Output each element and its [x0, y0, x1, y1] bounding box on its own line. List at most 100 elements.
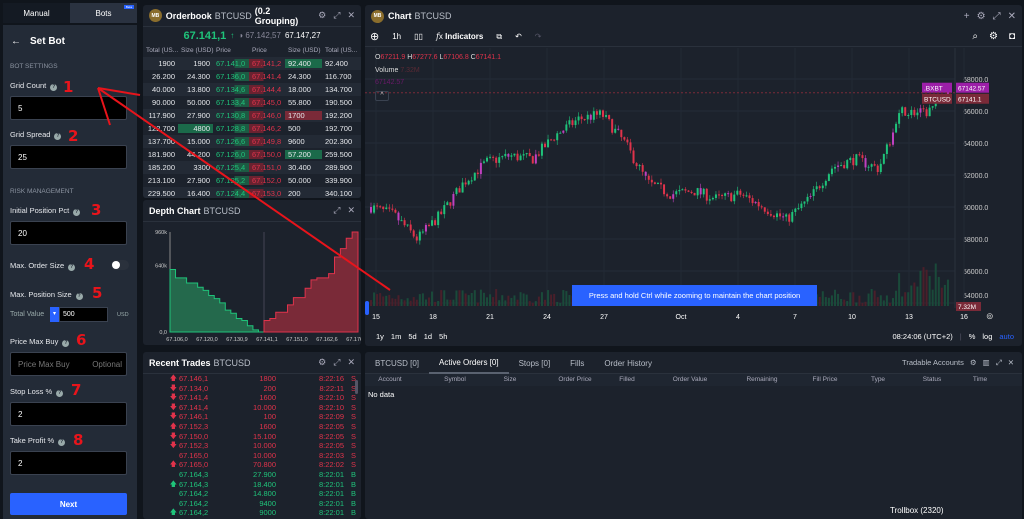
popout-icon[interactable]: ⧉	[496, 31, 503, 41]
add-symbol-icon[interactable]: ⊕	[370, 31, 380, 43]
column-header[interactable]: Fill Price	[812, 376, 838, 383]
max-order-size-toggle[interactable]	[111, 260, 129, 270]
orderbook-row[interactable]: 90.000 50.000 67.133,4 67.145,0 55.800 190.50…	[143, 96, 361, 109]
orderbook-row[interactable]: 40.000 13.800 67.134,6 67.144,4 18.000 134.70…	[143, 83, 361, 96]
range-1d[interactable]: 1d	[423, 332, 433, 341]
expand-icon[interactable]: ⤢	[333, 357, 341, 367]
help-icon[interactable]: ?	[56, 390, 64, 397]
tab-orders-4[interactable]: Order History	[604, 358, 652, 368]
close-icon[interactable]: ✕	[347, 10, 355, 20]
candle	[849, 157, 852, 161]
trollbox-button[interactable]: Trollbox (2320)	[885, 503, 1022, 519]
gear-icon[interactable]: ⚙	[318, 10, 327, 20]
candle-type-icon[interactable]: ▯▯	[414, 32, 423, 41]
take-profit-input[interactable]: 2	[10, 451, 127, 475]
grid-spread-input[interactable]: 25	[10, 145, 127, 169]
column-header: Size (USD)	[181, 47, 214, 54]
gear-icon[interactable]: ⚙	[976, 10, 986, 22]
expand-icon[interactable]: ⤢	[333, 10, 341, 20]
zoom-icon[interactable]: ⌕	[972, 31, 978, 42]
gear-icon[interactable]: ⚙	[969, 358, 977, 367]
next-button[interactable]: Next	[10, 493, 127, 515]
price-chart[interactable]: 68000.0 66000.0 64000.0 62000.0 60000.0 58000…	[365, 48, 1022, 325]
stop-loss-input[interactable]: 2	[10, 402, 127, 426]
help-icon[interactable]: ?	[73, 209, 81, 216]
orderbook-row[interactable]: 26.200 24.300 67.136,0 67.141,4 24.300 116.70…	[143, 70, 361, 83]
gear-icon[interactable]: ⚙	[318, 357, 327, 367]
tab-orders-3[interactable]: Fills	[570, 358, 585, 368]
column-header[interactable]: Order Value	[672, 376, 708, 383]
percent-toggle[interactable]: %	[968, 332, 976, 341]
max-position-size-input[interactable]: 500	[59, 307, 108, 322]
redo-icon[interactable]: ↷	[534, 32, 542, 41]
settings-icon[interactable]: ⚙	[988, 31, 998, 42]
orderbook-row[interactable]: 185.200 3300 67.125,4 67.151,0 30.400 289.900	[143, 161, 361, 174]
tab-orders-1[interactable]: Active Orders [0]	[429, 352, 509, 374]
initial-position-pct-input[interactable]: 20	[10, 221, 127, 245]
interval-select[interactable]: 1h	[392, 32, 402, 41]
bid-price: 67.124,4	[213, 189, 249, 198]
plus-icon[interactable]: +	[963, 10, 970, 22]
close-icon[interactable]: ✕	[1007, 10, 1016, 22]
trade-time: 8:22:01	[318, 469, 344, 479]
tab-bots[interactable]: Bots Beta	[70, 3, 137, 23]
grouping[interactable]: (0.2 Grouping)	[254, 5, 299, 26]
range-5d[interactable]: 5d	[408, 332, 417, 341]
value-type-dropdown[interactable]: ▾	[50, 307, 59, 322]
candle	[424, 224, 427, 232]
tab-orders-0[interactable]: BTCUSD [0]	[375, 358, 420, 368]
help-icon[interactable]: ?	[50, 84, 58, 91]
orderbook-row[interactable]: 181.900 44.200 67.126,0 67.150,0 57.200 259.5…	[143, 148, 361, 161]
help-icon[interactable]: ?	[58, 439, 66, 446]
expand-icon[interactable]: ⤢	[995, 357, 1002, 367]
column-header[interactable]: Symbol	[444, 376, 466, 383]
help-icon[interactable]: ?	[62, 340, 70, 347]
column-header[interactable]: Time	[972, 376, 988, 383]
volume-bar	[898, 273, 901, 306]
undo-icon[interactable]: ↶	[515, 32, 522, 41]
candle	[553, 139, 556, 141]
orderbook-row[interactable]: 1900 1900 67.141,0 67.141,2 92.400 92.400	[143, 57, 361, 70]
x-tick: Oct	[676, 314, 687, 321]
depth-chart[interactable]: 960k 640k 0,067.106,0 67.120,0 67.130,9 67.14…	[143, 222, 361, 345]
indicators-button[interactable]: fx Indicators	[435, 32, 484, 41]
orderbook-row[interactable]: 122.700 4800 67.128,8 67.146,2 500 192.700	[143, 122, 361, 135]
close-icon[interactable]: ✕	[347, 205, 355, 215]
column-header[interactable]: Filled	[619, 376, 635, 383]
close-icon[interactable]: ✕	[347, 357, 355, 367]
orderbook-row[interactable]: 137.700 15.000 67.126,6 67.149,8 9600 202.300	[143, 135, 361, 148]
grid-count-input[interactable]: 5	[10, 96, 127, 120]
column-header[interactable]: Type	[870, 376, 886, 383]
orderbook-row[interactable]: 213.100 27.900 67.125,2 67.152,0 50.000 339.9…	[143, 174, 361, 187]
orderbook-row[interactable]: 229.500 16.400 67.124,4 67.153,0 200 340.100	[143, 187, 361, 198]
help-icon[interactable]: ?	[75, 293, 83, 300]
scroll-handle[interactable]	[365, 301, 369, 315]
camera-icon[interactable]: ◘	[1008, 31, 1015, 42]
back-arrow-icon[interactable]: ←	[11, 36, 21, 47]
volume-bar	[394, 298, 397, 306]
price-max-buy-input[interactable]: Price Max Buy Optional	[10, 352, 127, 376]
column-header[interactable]: Status	[922, 376, 942, 383]
close-icon[interactable]: ✕	[1007, 358, 1014, 367]
range-5h[interactable]: 5h	[439, 332, 448, 341]
column-header[interactable]: Remaining	[746, 376, 778, 383]
range-1m[interactable]: 1m	[390, 332, 402, 341]
help-icon[interactable]: ?	[68, 264, 76, 271]
collapse-legend-button[interactable]: ^	[375, 91, 389, 101]
orderbook-row[interactable]: 117.900 27.900 67.130,8 67.146,0 1700 192.200	[143, 109, 361, 122]
tab-manual[interactable]: Manual	[3, 3, 70, 23]
expand-icon[interactable]: ⤢	[992, 10, 1001, 22]
scrollbar[interactable]	[355, 380, 358, 394]
expand-icon[interactable]: ⤢	[333, 205, 341, 215]
volume-bar	[858, 295, 861, 306]
column-header[interactable]: Account	[378, 376, 402, 383]
column-header[interactable]: Size	[503, 376, 517, 383]
auto-toggle[interactable]: auto	[999, 332, 1014, 341]
help-icon[interactable]: ?	[54, 133, 62, 140]
columns-icon[interactable]: ▥	[982, 358, 990, 367]
log-toggle[interactable]: log	[982, 332, 993, 341]
range-1y[interactable]: 1y	[376, 332, 384, 341]
tab-orders-2[interactable]: Stops [0]	[518, 358, 551, 368]
tradable-accounts[interactable]: Tradable Accounts	[902, 358, 964, 367]
column-header[interactable]: Order Price	[558, 376, 592, 383]
